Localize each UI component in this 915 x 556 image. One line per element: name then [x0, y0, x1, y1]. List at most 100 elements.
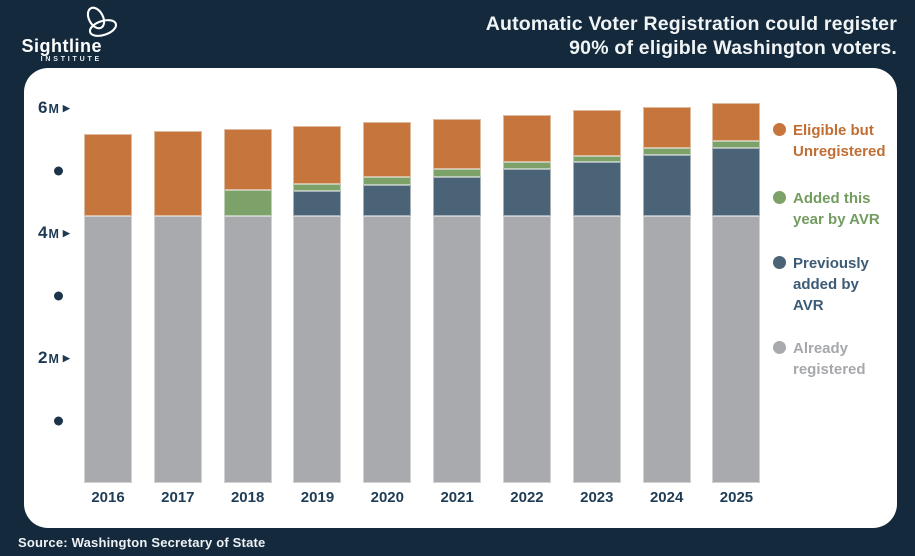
tick-number: 6 [38, 98, 48, 117]
bar-2021-segment-added-this-year-by-avr [433, 168, 482, 178]
y-axis-dot [54, 416, 63, 425]
tick-number: 4 [38, 223, 48, 242]
y-axis-tick-4M: 4 M ▶ [38, 223, 70, 243]
legend-label-line: Added this [793, 190, 871, 207]
legend-label-line: Already [793, 340, 849, 357]
bar-2020 [363, 121, 412, 483]
bar-2023-segment-added-this-year-by-avr [572, 155, 621, 163]
y-axis-dot [54, 166, 63, 175]
bar-2025 [712, 103, 761, 483]
tick-unit: M [48, 352, 59, 366]
bar-2018-segment-added-this-year-by-avr [223, 189, 272, 217]
legend-label-line: Previously [793, 255, 869, 272]
bar-2016 [84, 134, 132, 483]
bar-2019 [293, 126, 342, 483]
tick-unit: M [48, 227, 59, 241]
x-axis-label-2016: 2016 [91, 489, 125, 506]
legend-label: Already registered [793, 338, 866, 380]
bar-2017 [153, 131, 202, 483]
bar-2025-segment-added-this-year-by-avr [712, 141, 761, 148]
bar-2022-segment-eligible-but-unregistered [502, 114, 551, 163]
bar-2021 [433, 119, 482, 483]
legend-label-line: Unregistered [793, 143, 886, 160]
bar-2017-segment-already-registered [153, 216, 202, 483]
tick-arrow-icon: ▶ [62, 353, 70, 363]
bar-2019-segment-previously-added-by-avr [293, 191, 342, 217]
bar-2024-segment-eligible-but-unregistered [642, 106, 691, 148]
bar-2023-segment-eligible-but-unregistered [572, 109, 621, 156]
legend-label-line: year by AVR [793, 211, 880, 228]
x-axis-label-2017: 2017 [161, 489, 195, 506]
legend-label-line: Eligible but [793, 122, 874, 139]
bar-2024-segment-already-registered [642, 216, 691, 483]
tick-arrow-icon: ▶ [62, 228, 70, 238]
bar-2022-segment-already-registered [502, 216, 551, 483]
legend-label: Previously added by AVR [793, 253, 869, 316]
y-axis-tick-6M: 6 M ▶ [38, 98, 70, 118]
legend-dot-icon [773, 341, 786, 354]
bar-2020-segment-previously-added-by-avr [363, 184, 412, 217]
bar-2023-segment-already-registered [572, 216, 621, 483]
logo-wordmark: Sightline [21, 36, 102, 56]
legend-item-eligible-but-unregistered: Eligible but Unregistered [773, 120, 886, 162]
x-axis-label-2018: 2018 [230, 489, 265, 506]
legend-item-added-this-year-by-avr: Added this year by AVR [773, 188, 880, 230]
bar-2024-segment-added-this-year-by-avr [642, 148, 691, 155]
legend-label-line: AVR [793, 297, 824, 314]
y-axis-dot [54, 291, 63, 300]
bar-2021-segment-eligible-but-unregistered [433, 119, 482, 169]
x-axis-label-2023: 2023 [580, 489, 614, 506]
bar-2025-segment-previously-added-by-avr [712, 148, 761, 217]
bar-2022-segment-added-this-year-by-avr [502, 162, 551, 170]
bar-2022 [502, 114, 551, 483]
page-title: Automatic Voter Registration could regis… [486, 13, 897, 60]
header: Sightline INSTITUTE Automatic Voter Regi… [0, 0, 915, 68]
tick-unit: M [48, 102, 59, 116]
tick-arrow-icon: ▶ [62, 103, 70, 113]
y-axis-tick-2M: 2 M ▶ [38, 348, 70, 368]
bar-2016-segment-already-registered [84, 216, 132, 483]
bar-2021-segment-already-registered [433, 216, 482, 483]
legend-item-previously-added-by-avr: Previously added by AVR [773, 253, 869, 316]
x-axis-label-2019: 2019 [300, 489, 335, 506]
bar-2024-segment-previously-added-by-avr [642, 154, 691, 217]
bar-2023-segment-previously-added-by-avr [572, 162, 621, 217]
x-axis-label-2025: 2025 [719, 489, 754, 506]
x-axis-label-2022: 2022 [510, 489, 544, 506]
legend-dot-icon [773, 123, 786, 136]
chart-panel: 6 M ▶ 4 M ▶ 2 M ▶ 2016 2017 2018 2019 2020 2021 2022 202… [24, 68, 897, 528]
bar-2016-segment-eligible-but-unregistered [84, 134, 132, 217]
source-note: Source: Washington Secretary of State [18, 534, 266, 550]
bar-2020-segment-eligible-but-unregistered [363, 121, 412, 177]
bar-2025-segment-already-registered [712, 216, 761, 483]
bar-2021-segment-previously-added-by-avr [433, 177, 482, 217]
legend-label: Eligible but Unregistered [793, 120, 886, 162]
legend-label-line: added by [793, 276, 859, 293]
sightline-logo-icon [86, 6, 118, 37]
bar-2020-segment-added-this-year-by-avr [363, 176, 412, 185]
legend-item-already-registered: Already registered [773, 338, 866, 380]
bar-2023 [572, 109, 621, 483]
bar-2025-segment-eligible-but-unregistered [712, 103, 761, 142]
legend-dot-icon [773, 191, 786, 204]
sightline-logo: Sightline INSTITUTE [16, 3, 136, 65]
bar-2019-segment-added-this-year-by-avr [293, 184, 342, 192]
footer: Source: Washington Secretary of State [0, 528, 915, 556]
bar-2018 [223, 128, 272, 483]
bar-2019-segment-already-registered [293, 216, 342, 483]
legend-label-line: registered [793, 361, 866, 378]
bar-2020-segment-already-registered [363, 216, 412, 483]
title-line-1: Automatic Voter Registration could regis… [485, 13, 897, 35]
x-axis-label-2024: 2024 [649, 489, 684, 506]
title-line-2: 90% of eligible Washington voters. [569, 36, 897, 59]
legend-dot-icon [773, 256, 786, 269]
bar-2017-segment-eligible-but-unregistered [153, 131, 202, 217]
legend-label: Added this year by AVR [793, 188, 880, 230]
bar-2019-segment-eligible-but-unregistered [293, 126, 342, 185]
bar-2022-segment-previously-added-by-avr [502, 169, 551, 217]
bar-2018-segment-already-registered [223, 216, 272, 483]
logo-subtitle: INSTITUTE [40, 56, 102, 63]
x-axis-label-2021: 2021 [440, 489, 474, 506]
bar-2018-segment-eligible-but-unregistered [223, 128, 272, 190]
tick-number: 2 [38, 348, 48, 367]
